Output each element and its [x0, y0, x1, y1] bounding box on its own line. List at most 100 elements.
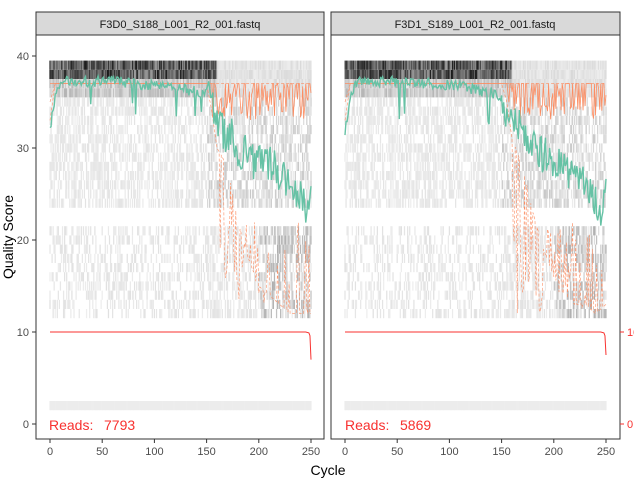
- heat-cell: [54, 299, 56, 309]
- heat-cell: [79, 198, 81, 208]
- heat-cell: [66, 226, 68, 236]
- heat-cell: [307, 171, 309, 181]
- heat-cell: [144, 226, 146, 236]
- heat-cell: [171, 180, 173, 190]
- heat-cell: [107, 97, 110, 107]
- heat-cell: [180, 189, 183, 199]
- heat-cell: [279, 401, 281, 411]
- heat-cell: [74, 88, 76, 98]
- heat-cell: [215, 134, 217, 144]
- heat-cell: [285, 401, 287, 411]
- heat-cell: [78, 263, 80, 273]
- heat-cell: [304, 79, 306, 89]
- heat-cell: [72, 115, 74, 125]
- heat-cell: [52, 143, 54, 153]
- heat-cell: [67, 69, 69, 79]
- heat-cell: [175, 401, 177, 411]
- heat-cell: [257, 401, 259, 411]
- heat-cell: [415, 125, 417, 135]
- heat-cell: [108, 69, 111, 79]
- heat-cell: [405, 60, 408, 70]
- heat-cell: [196, 69, 198, 79]
- heat-cell: [273, 134, 276, 144]
- heat-cell: [160, 88, 162, 98]
- heat-cell: [303, 88, 305, 98]
- heat-cell: [362, 171, 364, 181]
- heat-cell: [176, 253, 178, 263]
- heat-cell: [116, 171, 118, 181]
- heat-cell: [201, 299, 204, 309]
- heat-cell: [132, 143, 135, 153]
- heat-cell: [98, 272, 100, 282]
- heat-cell: [207, 253, 209, 263]
- heat-cell: [96, 272, 98, 282]
- heat-cell: [107, 226, 110, 236]
- heat-cell: [415, 171, 417, 181]
- heat-cell: [185, 226, 187, 236]
- heat-cell: [147, 401, 149, 411]
- heat-cell: [101, 88, 103, 98]
- heat-cell: [132, 299, 135, 309]
- heat-cell: [347, 69, 349, 79]
- heat-cell: [176, 60, 178, 70]
- heat-cell: [120, 226, 122, 236]
- heat-cell: [237, 69, 239, 79]
- heat-cell: [109, 115, 112, 125]
- heat-cell: [104, 263, 106, 273]
- heat-cell: [292, 299, 294, 309]
- heat-cell: [71, 281, 73, 291]
- heat-cell: [63, 69, 66, 79]
- heat-cell: [218, 180, 220, 190]
- heat-cell: [308, 69, 310, 79]
- heat-cell: [401, 69, 404, 79]
- heat-cell: [258, 189, 260, 199]
- heat-cell: [383, 97, 385, 107]
- heat-cell: [264, 272, 266, 282]
- heat-cell: [157, 401, 160, 411]
- heat-cell: [141, 401, 143, 411]
- heat-cell: [154, 69, 157, 79]
- heat-cell: [151, 88, 153, 98]
- heat-cell: [261, 106, 263, 116]
- heat-cell: [155, 272, 158, 282]
- heat-cell: [159, 60, 161, 70]
- heat-cell: [104, 134, 106, 144]
- heat-cell: [285, 235, 287, 245]
- heat-cell: [82, 281, 85, 291]
- heat-cell: [213, 299, 215, 309]
- heat-cell: [288, 244, 290, 254]
- heat-cell: [356, 152, 359, 162]
- heat-cell: [169, 115, 171, 125]
- heat-cell: [91, 161, 93, 171]
- heat-cell: [398, 290, 400, 300]
- heat-cell: [303, 134, 305, 144]
- heat-cell: [169, 281, 171, 291]
- heat-cell: [241, 401, 243, 411]
- heat-cell: [350, 171, 352, 181]
- heat-cell: [161, 290, 163, 300]
- heat-cell: [250, 253, 253, 263]
- heat-cell: [65, 244, 67, 254]
- heat-cell: [99, 134, 101, 144]
- heat-cell: [112, 161, 114, 171]
- heat-cell: [262, 401, 264, 411]
- heat-cell: [171, 143, 173, 153]
- heat-cell: [293, 79, 295, 89]
- heat-cell: [68, 290, 70, 300]
- heat-cell: [101, 106, 103, 116]
- heat-cell: [366, 60, 368, 70]
- heat-cell: [299, 88, 302, 98]
- heat-cell: [366, 198, 368, 208]
- heat-cell: [269, 60, 271, 70]
- heat-cell: [357, 180, 360, 190]
- heat-cell: [142, 60, 144, 70]
- heat-cell: [279, 272, 281, 282]
- heat-cell: [410, 263, 412, 273]
- heat-cell: [215, 309, 217, 319]
- heat-cell: [299, 79, 302, 89]
- heat-cell: [138, 161, 140, 171]
- heat-cell: [72, 134, 74, 144]
- heat-cell: [150, 97, 152, 107]
- heat-cell: [190, 134, 192, 144]
- heat-cell: [93, 263, 95, 273]
